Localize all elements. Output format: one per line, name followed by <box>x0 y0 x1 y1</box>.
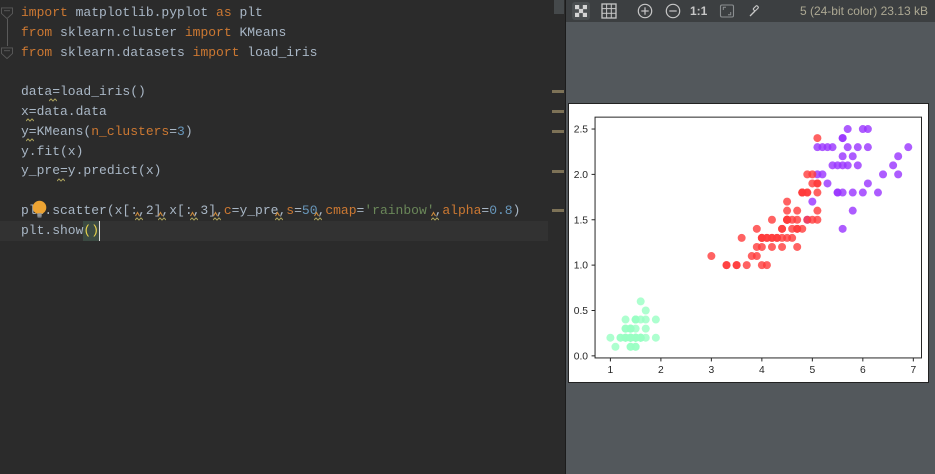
svg-text:2: 2 <box>658 365 664 376</box>
svg-text:6: 6 <box>860 365 866 376</box>
svg-text:0.0: 0.0 <box>574 351 589 362</box>
svg-text:7: 7 <box>910 365 916 376</box>
svg-text:1.5: 1.5 <box>574 215 589 226</box>
svg-text:0.5: 0.5 <box>574 306 589 317</box>
svg-text:2.0: 2.0 <box>574 170 589 181</box>
svg-text:3: 3 <box>709 365 715 376</box>
svg-text:1.0: 1.0 <box>574 261 589 272</box>
svg-text:2.5: 2.5 <box>574 125 589 136</box>
svg-text:1: 1 <box>608 365 614 376</box>
svg-text:4: 4 <box>759 365 765 376</box>
svg-text:5: 5 <box>809 365 815 376</box>
